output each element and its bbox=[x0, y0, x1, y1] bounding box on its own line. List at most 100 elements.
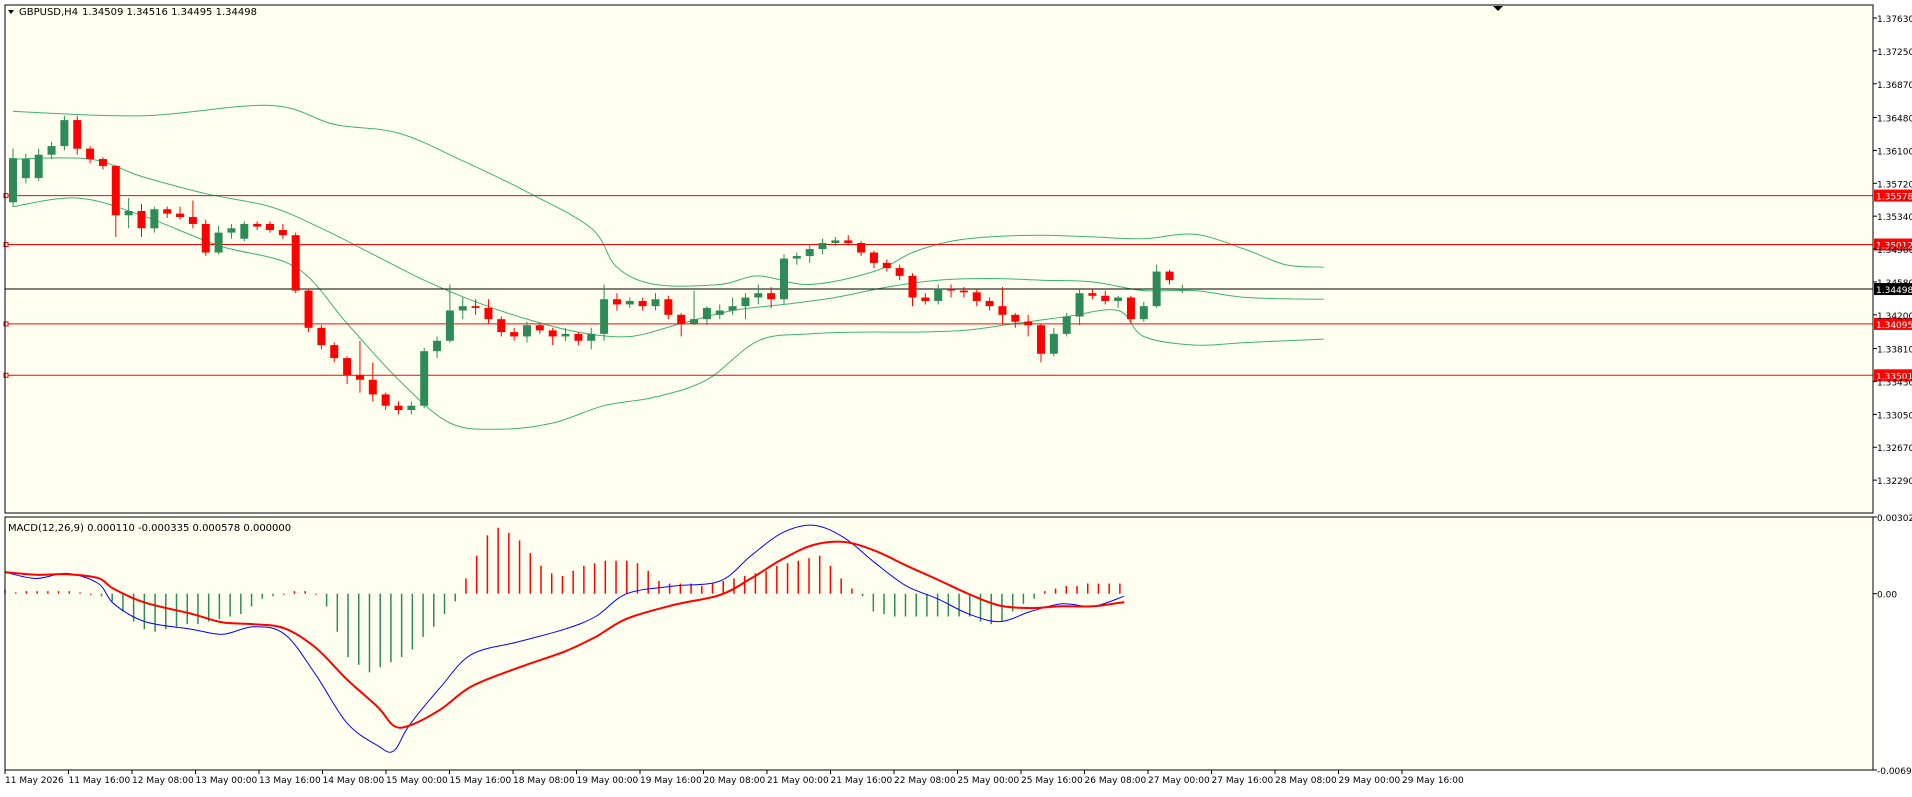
candle[interactable] bbox=[1088, 288, 1097, 300]
chart-shift-icon[interactable] bbox=[1493, 6, 1503, 11]
candle[interactable] bbox=[792, 252, 801, 265]
candle[interactable] bbox=[407, 401, 416, 415]
candle[interactable] bbox=[394, 401, 403, 415]
candle[interactable] bbox=[702, 306, 711, 326]
chart-menu-icon[interactable] bbox=[8, 10, 14, 14]
candle[interactable] bbox=[330, 342, 339, 363]
candle[interactable] bbox=[535, 323, 544, 334]
candle[interactable] bbox=[831, 236, 840, 246]
candle[interactable] bbox=[869, 250, 878, 269]
candle[interactable] bbox=[1024, 314, 1033, 337]
candle[interactable] bbox=[1178, 284, 1187, 294]
candle[interactable] bbox=[1049, 327, 1058, 357]
candle[interactable] bbox=[1037, 323, 1045, 363]
candle[interactable] bbox=[368, 362, 377, 402]
candle[interactable] bbox=[1165, 269, 1174, 285]
candle[interactable] bbox=[304, 288, 313, 333]
candle[interactable] bbox=[1062, 313, 1071, 337]
candle[interactable] bbox=[137, 204, 146, 237]
candle[interactable] bbox=[1075, 288, 1084, 326]
candle[interactable] bbox=[471, 299, 480, 315]
candle[interactable] bbox=[651, 293, 660, 311]
candle[interactable] bbox=[240, 221, 249, 242]
macd-panel[interactable] bbox=[5, 517, 1873, 770]
candle[interactable] bbox=[715, 304, 724, 320]
candle[interactable] bbox=[188, 200, 197, 229]
candle[interactable] bbox=[921, 293, 930, 305]
candle[interactable] bbox=[767, 287, 776, 308]
candle[interactable] bbox=[947, 284, 956, 298]
candle[interactable] bbox=[638, 297, 647, 311]
candle[interactable] bbox=[857, 241, 866, 256]
candle[interactable] bbox=[458, 297, 467, 320]
candle[interactable] bbox=[574, 332, 583, 346]
candle[interactable] bbox=[433, 336, 442, 359]
candle[interactable] bbox=[561, 327, 570, 341]
candle[interactable] bbox=[895, 264, 904, 281]
candle[interactable] bbox=[1152, 264, 1161, 308]
level-handle[interactable] bbox=[3, 242, 9, 248]
candle[interactable] bbox=[805, 243, 814, 263]
level-handle[interactable] bbox=[3, 193, 9, 199]
candle[interactable] bbox=[844, 235, 853, 246]
candle[interactable] bbox=[176, 206, 185, 220]
candle[interactable] bbox=[1139, 301, 1148, 322]
candle[interactable] bbox=[523, 321, 531, 343]
candle[interactable] bbox=[21, 153, 30, 184]
candle[interactable] bbox=[600, 284, 609, 341]
candle[interactable] bbox=[1101, 290, 1110, 305]
candle[interactable] bbox=[587, 327, 596, 350]
candle[interactable] bbox=[985, 297, 994, 311]
level-handle[interactable] bbox=[3, 321, 9, 327]
candle[interactable] bbox=[47, 141, 56, 160]
candle[interactable] bbox=[497, 316, 506, 337]
candle[interactable] bbox=[664, 295, 673, 320]
candle[interactable] bbox=[934, 284, 943, 305]
level-handle[interactable] bbox=[3, 372, 9, 378]
candle[interactable] bbox=[111, 165, 120, 237]
candle[interactable] bbox=[201, 219, 210, 256]
candle[interactable] bbox=[612, 293, 621, 311]
candle[interactable] bbox=[278, 223, 287, 239]
candle[interactable] bbox=[150, 206, 159, 233]
candle[interactable] bbox=[484, 299, 493, 324]
candle[interactable] bbox=[741, 293, 750, 320]
candle[interactable] bbox=[86, 146, 95, 164]
candle[interactable] bbox=[253, 221, 262, 231]
candle[interactable] bbox=[9, 148, 17, 207]
candle[interactable] bbox=[98, 157, 107, 170]
candle[interactable] bbox=[420, 347, 429, 409]
candle[interactable] bbox=[1126, 295, 1135, 324]
candle[interactable] bbox=[998, 287, 1007, 324]
candle[interactable] bbox=[124, 197, 133, 229]
candle[interactable] bbox=[214, 225, 223, 255]
candle[interactable] bbox=[291, 232, 300, 294]
candle[interactable] bbox=[355, 340, 364, 393]
candle[interactable] bbox=[754, 284, 763, 305]
candle[interactable] bbox=[882, 259, 891, 272]
candle[interactable] bbox=[1011, 313, 1020, 328]
candle[interactable] bbox=[780, 254, 788, 305]
candle[interactable] bbox=[818, 238, 827, 255]
candle[interactable] bbox=[625, 297, 634, 308]
main-panel[interactable] bbox=[5, 5, 1873, 513]
candle[interactable] bbox=[227, 223, 236, 239]
candle[interactable] bbox=[445, 284, 454, 343]
candle[interactable] bbox=[959, 287, 968, 298]
candle[interactable] bbox=[60, 115, 69, 151]
candle[interactable] bbox=[677, 313, 686, 337]
candle[interactable] bbox=[381, 392, 390, 411]
candle[interactable] bbox=[510, 327, 519, 341]
candle[interactable] bbox=[728, 297, 737, 315]
candle[interactable] bbox=[908, 273, 917, 307]
candle[interactable] bbox=[1114, 295, 1123, 308]
candle[interactable] bbox=[972, 288, 981, 307]
candle[interactable] bbox=[266, 221, 274, 233]
candle[interactable] bbox=[163, 206, 172, 218]
candle[interactable] bbox=[548, 327, 557, 346]
candle[interactable] bbox=[34, 148, 43, 181]
candle[interactable] bbox=[343, 356, 352, 385]
candle[interactable] bbox=[690, 290, 699, 326]
